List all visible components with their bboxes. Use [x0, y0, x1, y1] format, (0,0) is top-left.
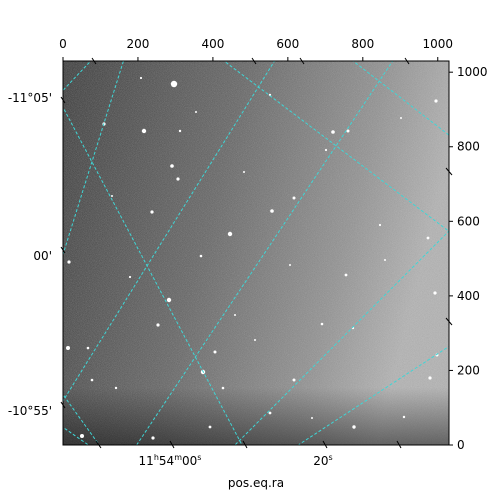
top-axis-tick-label: 200: [126, 37, 149, 51]
star: [292, 378, 296, 382]
world-tick: [251, 57, 257, 65]
top-axis-tick-label: 0: [59, 37, 67, 51]
world-coordinate-ticks: [60, 57, 453, 449]
star: [86, 346, 90, 350]
star: [90, 378, 94, 382]
star: [400, 117, 402, 119]
star: [311, 417, 313, 419]
top-axis-tick-label: 1000: [422, 37, 453, 51]
world-tick: [169, 440, 175, 449]
grid-line: [234, 230, 449, 445]
star: [199, 254, 203, 258]
star: [195, 111, 197, 113]
star: [402, 415, 406, 419]
x-axis-title: pos.eq.ra: [228, 476, 284, 490]
dec-tick-label: -11°05': [8, 91, 52, 105]
star: [67, 260, 71, 264]
coordinate-grid: [63, 61, 449, 445]
star: [128, 275, 132, 279]
star: [433, 291, 437, 295]
grid-line: [223, 61, 449, 232]
top-axis-tick-label: 600: [276, 37, 299, 51]
world-tick: [95, 440, 102, 449]
world-tick: [445, 317, 453, 326]
star: [208, 425, 212, 429]
grid-line: [63, 61, 124, 257]
star: [139, 76, 143, 80]
star: [166, 297, 172, 303]
sky-image: [63, 61, 449, 445]
star: [80, 434, 84, 438]
star: [170, 164, 174, 168]
ra-tick-label: 20s: [313, 453, 332, 468]
star: [344, 273, 348, 277]
star: [268, 411, 272, 415]
star: [243, 171, 245, 173]
star: [141, 128, 147, 134]
world-tick: [404, 57, 410, 65]
star: [66, 346, 70, 350]
star: [150, 210, 154, 214]
star: [292, 196, 296, 200]
right-axis-tick-label: 0: [457, 438, 465, 452]
right-axis-tick-label: 400: [457, 289, 480, 303]
star: [178, 129, 182, 133]
world-tick: [91, 57, 97, 65]
grid-line: [63, 106, 243, 445]
right-axis-tick-label: 800: [457, 140, 480, 154]
star-field: [66, 76, 439, 440]
world-tick: [242, 440, 248, 449]
dec-tick-label: 00': [33, 249, 52, 263]
star: [289, 264, 291, 266]
right-axis-tick-label: 200: [457, 363, 480, 377]
world-tick: [322, 440, 328, 449]
ra-tick-label: 11h54m00s: [139, 453, 202, 468]
top-axis-tick-label: 400: [201, 37, 224, 51]
right-pixel-axis: 0 200 400 600 800 1000: [449, 65, 488, 452]
star: [378, 223, 382, 227]
plot-frame: [62, 60, 450, 446]
star: [227, 231, 233, 237]
star: [426, 236, 430, 240]
right-axis-tick-label: 600: [457, 214, 480, 228]
star: [434, 99, 438, 103]
world-tick: [445, 167, 453, 176]
star: [384, 259, 386, 261]
world-tick: [60, 246, 66, 254]
dec-tick-label: -10°55': [8, 404, 52, 418]
star: [151, 436, 155, 440]
star: [221, 386, 225, 390]
world-tick: [299, 57, 305, 65]
grid-line: [136, 61, 394, 445]
world-tick: [396, 440, 402, 449]
star: [156, 323, 160, 327]
grid-line: [63, 61, 276, 402]
star: [254, 339, 256, 341]
top-pixel-axis: 0 200 400 600 800 1000: [59, 37, 453, 61]
world-tick: [60, 401, 66, 409]
star: [111, 195, 113, 197]
star: [234, 314, 236, 316]
star: [270, 209, 274, 213]
star: [324, 148, 328, 152]
star: [331, 130, 335, 134]
right-axis-tick-label: 1000: [457, 65, 488, 79]
star: [170, 80, 178, 88]
star: [346, 129, 350, 133]
star: [428, 376, 432, 380]
star: [352, 425, 356, 429]
top-axis-tick-label: 800: [351, 37, 374, 51]
world-tick: [60, 96, 66, 104]
star: [320, 322, 324, 326]
star: [176, 177, 180, 181]
grid-line: [297, 345, 449, 445]
star: [213, 350, 217, 354]
star: [114, 386, 118, 390]
